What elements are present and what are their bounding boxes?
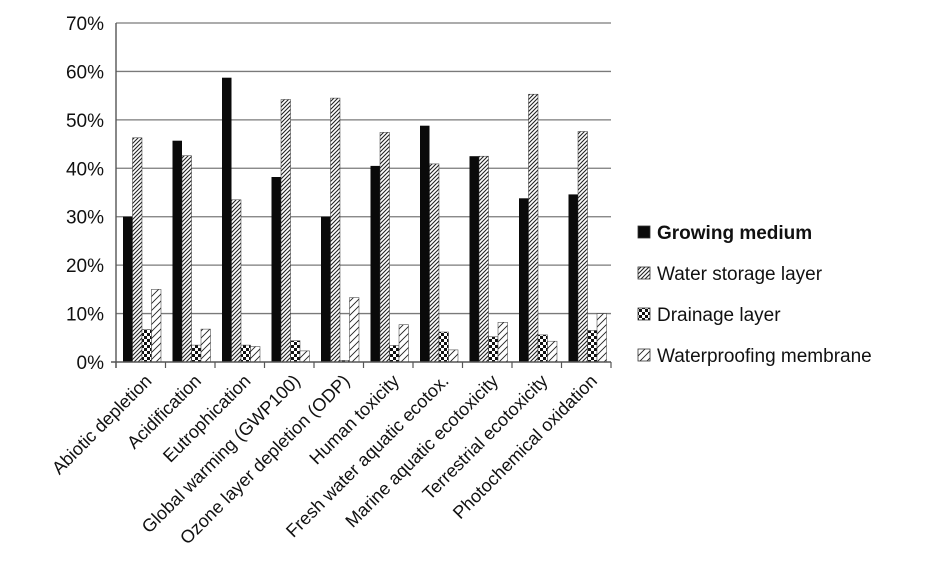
bar (240, 344, 251, 363)
legend-swatch (637, 307, 651, 321)
x-axis-ticks: Abiotic depletionAcidificationEutrophica… (48, 371, 601, 549)
bar (478, 155, 489, 363)
bar (379, 132, 390, 363)
bar (469, 156, 479, 362)
bar (191, 344, 202, 363)
bar (151, 289, 162, 363)
bar (370, 165, 380, 362)
bar (299, 350, 310, 363)
bar (349, 297, 360, 363)
bar (438, 331, 449, 363)
bar (231, 199, 242, 363)
bar (528, 93, 539, 363)
y-tick-label: 60% (66, 62, 104, 83)
y-tick-label: 10% (66, 305, 104, 326)
y-tick-label: 30% (66, 208, 104, 229)
bar (420, 125, 430, 362)
legend-swatch (637, 266, 651, 280)
bar (123, 216, 133, 362)
bar (587, 330, 598, 363)
y-tick-label: 20% (66, 256, 104, 277)
bar (280, 99, 291, 363)
bar (172, 140, 182, 362)
bar (222, 77, 232, 362)
y-tick-label: 70% (66, 14, 104, 35)
legend-swatch (637, 348, 651, 362)
axes (111, 23, 612, 368)
legend-label: Drainage layer (657, 305, 781, 326)
bar (488, 336, 499, 363)
bar (519, 198, 529, 362)
bar (290, 340, 301, 363)
legend-label: Waterproofing membrane (657, 346, 872, 367)
legend-label: Growing medium (657, 223, 812, 244)
bar (321, 216, 331, 362)
legend: Growing medium Water storage layer Drainag… (637, 223, 872, 367)
y-tick-label: 40% (66, 159, 104, 180)
bar (250, 346, 261, 363)
y-axis-ticks: 0% 10% 20% 30% 40% 50% 60% 70% (66, 14, 104, 374)
legend-label: Water storage layer (657, 264, 823, 285)
bar (389, 345, 400, 363)
bar (330, 97, 341, 363)
bar (398, 324, 409, 363)
bar (271, 177, 281, 362)
bar (568, 194, 578, 362)
bar (448, 349, 459, 363)
bar (537, 334, 548, 363)
bar (200, 328, 211, 363)
bar (577, 131, 588, 363)
bars (123, 77, 607, 363)
bar (132, 137, 143, 363)
gridlines (116, 22, 611, 315)
bar (141, 329, 152, 363)
bar (596, 313, 607, 363)
bar (181, 155, 192, 363)
y-tick-label: 50% (66, 111, 104, 132)
legend-swatch (637, 225, 651, 239)
bar (547, 340, 558, 363)
y-tick-label: 0% (77, 353, 105, 374)
x-tick-label: Eutrophication (159, 371, 255, 467)
bar (429, 163, 440, 363)
bar (497, 322, 508, 363)
